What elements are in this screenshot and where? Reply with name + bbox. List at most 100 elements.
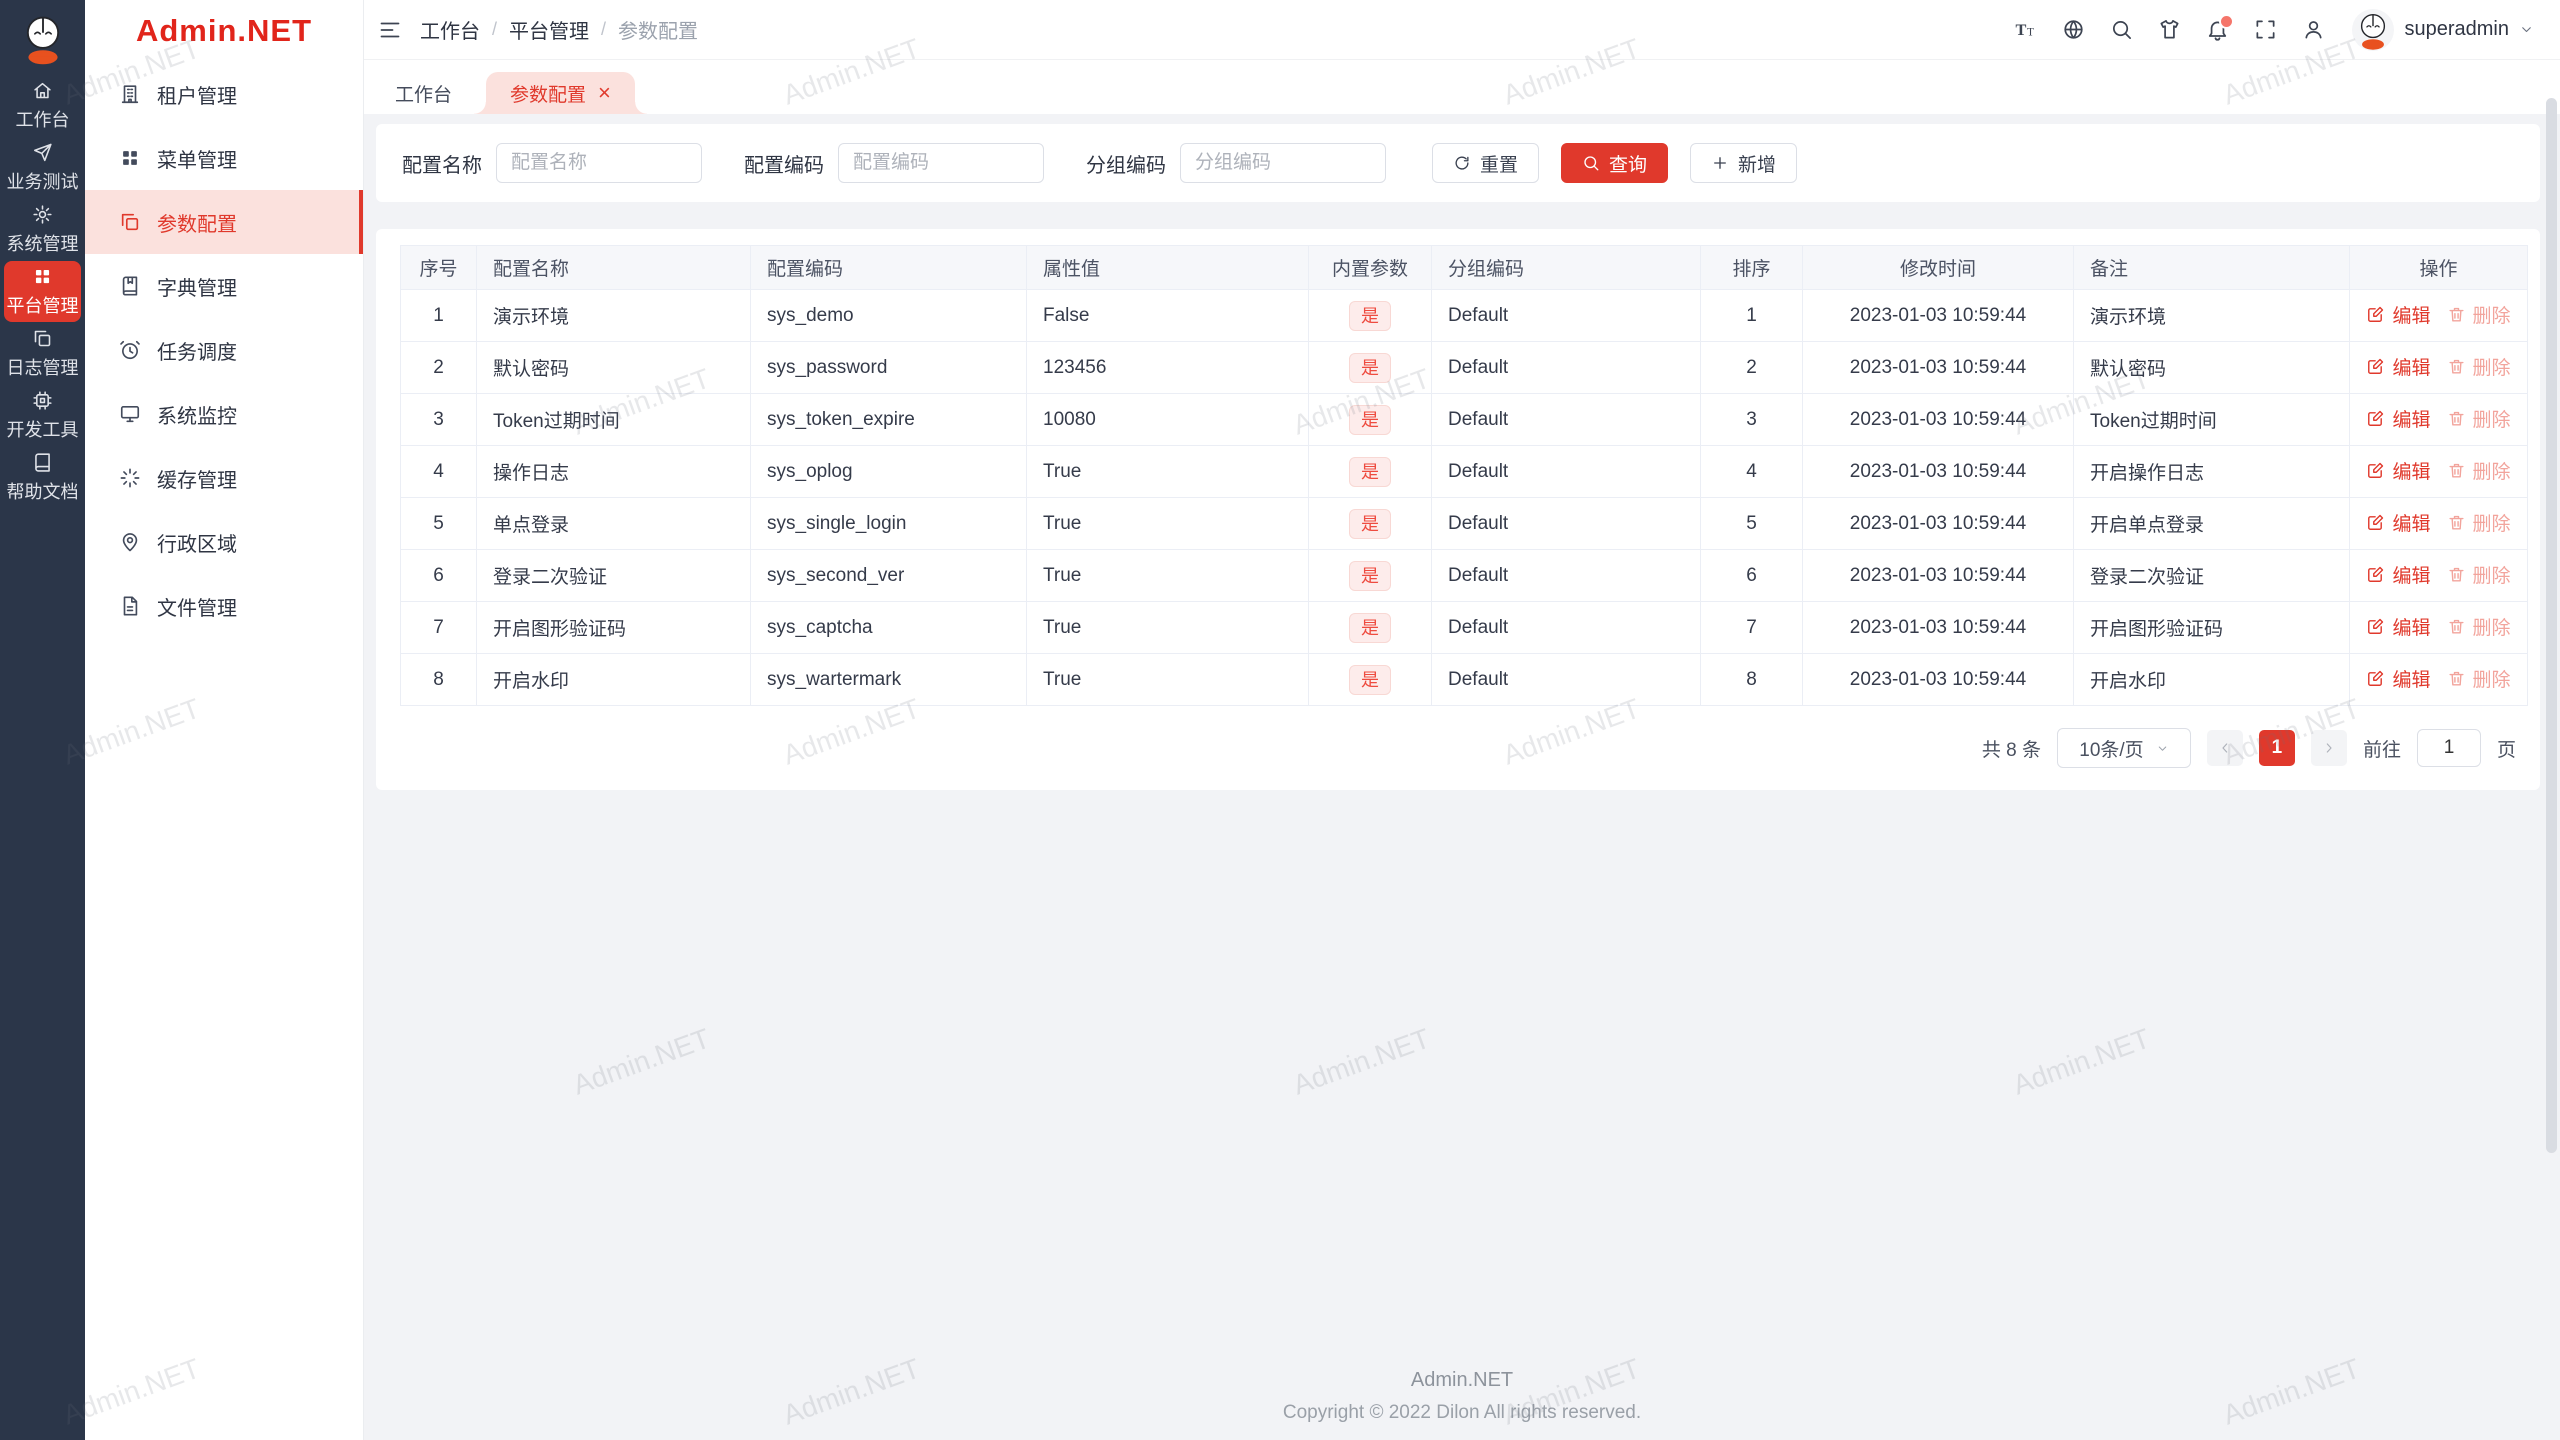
breadcrumb: 工作台 / 平台管理 / 参数配置 bbox=[420, 15, 698, 44]
search-icon bbox=[1584, 156, 1599, 171]
language-button[interactable] bbox=[2062, 18, 2085, 41]
delete-button[interactable]: 删除 bbox=[2447, 301, 2511, 328]
rail-item-label: 业务测试 bbox=[6, 171, 79, 192]
theme-button[interactable] bbox=[2158, 18, 2181, 41]
config-code-input[interactable] bbox=[838, 143, 1044, 183]
cell-no: 8 bbox=[400, 653, 477, 706]
delete-button[interactable]: 删除 bbox=[2447, 613, 2511, 640]
sidebar-item-param-config[interactable]: 参数配置 bbox=[85, 190, 363, 254]
delete-button[interactable]: 删除 bbox=[2447, 457, 2511, 484]
profile-button[interactable] bbox=[2302, 18, 2325, 41]
page-number-button[interactable]: 1 bbox=[2258, 730, 2295, 766]
page-size-select[interactable]: 10条/页 bbox=[2056, 728, 2191, 768]
tab-workbench[interactable]: 工作台 bbox=[391, 72, 456, 114]
rail-item-workbench[interactable]: 工作台 bbox=[4, 75, 81, 136]
table-header-row: 序号 配置名称 配置编码 属性值 内置参数 分组编码 排序 修改时间 备注 操作 bbox=[400, 245, 2528, 290]
chevron-left-icon bbox=[2217, 740, 2233, 756]
chevron-left-icon bbox=[2222, 743, 2228, 753]
cell-time: 2023-01-03 10:59:44 bbox=[1802, 549, 2074, 602]
next-page-button[interactable] bbox=[2310, 730, 2347, 766]
edit-button[interactable]: 编辑 bbox=[2366, 457, 2431, 484]
trash-icon bbox=[2448, 619, 2464, 634]
rail-item-log-mgmt[interactable]: 日志管理 bbox=[4, 323, 81, 384]
sidebar-item-menu-mgmt[interactable]: 菜单管理 bbox=[85, 126, 363, 190]
cell-value: 123456 bbox=[1026, 341, 1309, 394]
delete-button[interactable]: 删除 bbox=[2447, 665, 2511, 692]
cell-builtin: 是 bbox=[1308, 445, 1432, 498]
delete-button[interactable]: 删除 bbox=[2447, 509, 2511, 536]
config-name-input[interactable] bbox=[496, 143, 702, 183]
sidebar-item-dict-mgmt[interactable]: 字典管理 bbox=[85, 254, 363, 318]
cell-sort: 8 bbox=[1700, 653, 1803, 706]
notification-button[interactable] bbox=[2206, 14, 2235, 41]
trash-icon bbox=[2448, 567, 2464, 582]
sidebar-item-admin-region[interactable]: 行政区域 bbox=[85, 510, 363, 574]
pagination: 共 8 条 10条/页 1 前往 页 bbox=[400, 728, 2516, 768]
refresh-icon bbox=[1453, 154, 1471, 172]
edit-icon bbox=[2368, 514, 2384, 530]
sidebar-item-task-sched[interactable]: 任务调度 bbox=[85, 318, 363, 382]
edit-button[interactable]: 编辑 bbox=[2366, 353, 2431, 380]
grid-icon bbox=[35, 269, 50, 283]
sidebar-item-file-mgmt[interactable]: 文件管理 bbox=[85, 574, 363, 638]
edit-icon bbox=[2368, 618, 2384, 634]
rail-item-dev-tools[interactable]: 开发工具 bbox=[4, 385, 81, 446]
goto-page-input[interactable] bbox=[2416, 729, 2481, 767]
builtin-tag: 是 bbox=[1349, 404, 1391, 435]
pin-icon bbox=[122, 533, 138, 552]
table-row: 2 默认密码 sys_password 123456 是 Default 2 2023-01-… bbox=[400, 341, 2528, 394]
edit-icon bbox=[2368, 566, 2384, 582]
rail-item-system-mgmt[interactable]: 系统管理 bbox=[4, 199, 81, 260]
cell-name: Token过期时间 bbox=[476, 393, 751, 446]
search-button[interactable]: 查询 bbox=[1561, 143, 1669, 183]
fullscreen-button[interactable] bbox=[2254, 18, 2277, 41]
prev-page-button[interactable] bbox=[2206, 730, 2243, 766]
scrollbar-thumb[interactable] bbox=[2546, 98, 2557, 1153]
column-header-remark: 备注 bbox=[2073, 245, 2350, 290]
close-tab-icon[interactable]: × bbox=[598, 80, 611, 105]
sidebar-item-cache-mgmt[interactable]: 缓存管理 bbox=[85, 446, 363, 510]
edit-button[interactable]: 编辑 bbox=[2366, 665, 2431, 692]
edit-button[interactable]: 编辑 bbox=[2366, 613, 2431, 640]
sidebar-item-label: 菜单管理 bbox=[157, 149, 237, 172]
column-header-name: 配置名称 bbox=[476, 245, 751, 290]
delete-button[interactable]: 删除 bbox=[2447, 405, 2511, 432]
svg-text:T: T bbox=[2027, 26, 2034, 38]
edit-button[interactable]: 编辑 bbox=[2366, 561, 2431, 588]
delete-button[interactable]: 删除 bbox=[2447, 561, 2511, 588]
edit-button[interactable]: 编辑 bbox=[2366, 405, 2431, 432]
file-icon bbox=[123, 596, 138, 616]
cell-builtin: 是 bbox=[1308, 601, 1432, 654]
cell-group: Default bbox=[1431, 393, 1701, 446]
reset-button[interactable]: 重置 bbox=[1432, 143, 1540, 183]
delete-button[interactable]: 删除 bbox=[2447, 353, 2511, 380]
sidebar-item-sys-monitor[interactable]: 系统监控 bbox=[85, 382, 363, 446]
breadcrumb-item[interactable]: 工作台 bbox=[420, 21, 480, 43]
edit-button[interactable]: 编辑 bbox=[2366, 509, 2431, 536]
page-size-value: 10条/页 bbox=[2079, 739, 2144, 761]
rail-item-business-test[interactable]: 业务测试 bbox=[4, 137, 81, 198]
rail-item-help-docs[interactable]: 帮助文档 bbox=[4, 447, 81, 508]
goto-label: 前往 bbox=[2362, 739, 2401, 761]
cell-name: 开启水印 bbox=[476, 653, 751, 706]
cell-value: True bbox=[1026, 653, 1309, 706]
tab-param-config[interactable]: 参数配置 × bbox=[474, 72, 647, 114]
collapse-menu-icon[interactable] bbox=[378, 18, 402, 42]
filter-label: 配置名称 bbox=[402, 154, 482, 177]
cell-group: Default bbox=[1431, 341, 1701, 394]
cell-actions: 编辑 删除 bbox=[2349, 653, 2528, 706]
edit-button[interactable]: 编辑 bbox=[2366, 301, 2431, 328]
sidebar-item-tenant-mgmt[interactable]: 租户管理 bbox=[85, 62, 363, 126]
cell-builtin: 是 bbox=[1308, 549, 1432, 602]
monitor-icon bbox=[120, 406, 140, 423]
search-button[interactable] bbox=[2110, 18, 2133, 41]
rail-item-platform-mgmt[interactable]: 平台管理 bbox=[4, 261, 81, 322]
breadcrumb-item[interactable]: 平台管理 bbox=[509, 21, 590, 43]
group-code-input[interactable] bbox=[1180, 143, 1386, 183]
trash-icon bbox=[2448, 359, 2464, 374]
column-header-code: 配置编码 bbox=[750, 245, 1027, 290]
user-menu[interactable]: superadmin bbox=[2352, 8, 2534, 51]
cell-sort: 1 bbox=[1700, 289, 1803, 342]
add-button[interactable]: 新增 bbox=[1690, 143, 1798, 183]
